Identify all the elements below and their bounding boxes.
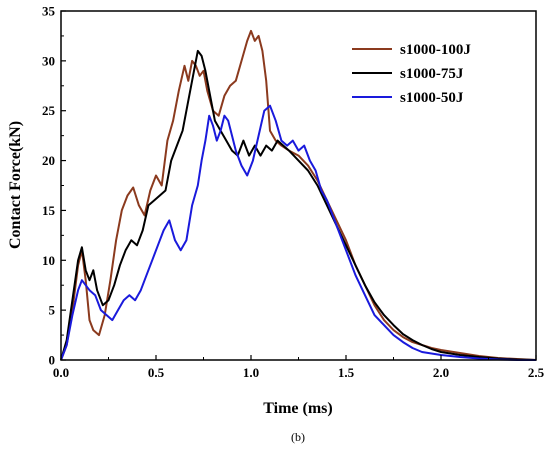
x-axis-title: Time (ms)	[263, 400, 332, 417]
y-axis-title: Contact Force(kN)	[7, 121, 24, 249]
y-tick-label: 10	[42, 253, 55, 268]
series-line-2	[60, 104, 536, 361]
legend-label-0: s1000-100J	[400, 42, 471, 58]
x-tick-label: 2.5	[528, 365, 545, 380]
series-layer	[60, 29, 537, 361]
y-tick-label: 25	[42, 103, 56, 118]
series-line-0	[60, 29, 537, 361]
figure-caption: (b)	[291, 430, 305, 444]
series-line-1	[60, 49, 537, 361]
y-tick-label: 30	[42, 53, 55, 68]
legend: s1000-100J s1000-75J s1000-50J	[352, 42, 471, 106]
axes-layer	[60, 10, 537, 361]
y-tick-label: 15	[42, 203, 56, 218]
x-tick-label: 2.0	[433, 365, 449, 380]
legend-label-1: s1000-75J	[400, 66, 464, 82]
legend-label-2: s1000-50J	[400, 90, 464, 106]
y-tick-label: 20	[42, 153, 55, 168]
y-tick-label: 35	[42, 4, 56, 19]
x-tick-label: 1.5	[338, 365, 355, 380]
ticks-layer: 0.0 0.5 1.0 1.5 2.0 2.5 0 5 10 15 20 25 30 35	[42, 4, 545, 381]
y-tick-label: 0	[49, 353, 56, 368]
x-tick-label: 1.0	[243, 365, 259, 380]
x-tick-label: 0.5	[148, 365, 165, 380]
plot-frame	[60, 10, 537, 361]
x-tick-label: 0.0	[53, 365, 69, 380]
y-tick-label: 5	[49, 303, 56, 318]
